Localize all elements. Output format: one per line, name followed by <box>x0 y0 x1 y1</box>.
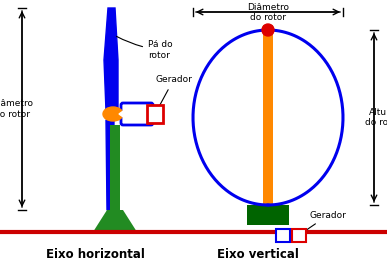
Ellipse shape <box>103 107 123 121</box>
Bar <box>110 125 120 215</box>
Bar <box>247 205 289 225</box>
Text: Gerador: Gerador <box>301 210 347 233</box>
Polygon shape <box>106 120 114 210</box>
Text: Eixo vertical: Eixo vertical <box>217 249 299 261</box>
Bar <box>110 108 153 120</box>
Circle shape <box>262 24 274 36</box>
Bar <box>147 105 163 123</box>
Polygon shape <box>93 210 137 232</box>
Bar <box>276 229 290 242</box>
Text: Diâmetro
do rotor: Diâmetro do rotor <box>0 99 33 119</box>
FancyBboxPatch shape <box>121 103 153 125</box>
Bar <box>292 229 306 242</box>
Text: Gerador: Gerador <box>155 76 192 112</box>
Text: Pá do
rotor: Pá do rotor <box>116 36 173 60</box>
Polygon shape <box>104 8 118 111</box>
Text: Altura
do rotor: Altura do rotor <box>365 108 387 127</box>
Bar <box>263 25 273 210</box>
Polygon shape <box>119 107 129 121</box>
Text: Diâmetro
do rotor: Diâmetro do rotor <box>247 3 289 22</box>
Text: Eixo horizontal: Eixo horizontal <box>46 249 144 261</box>
